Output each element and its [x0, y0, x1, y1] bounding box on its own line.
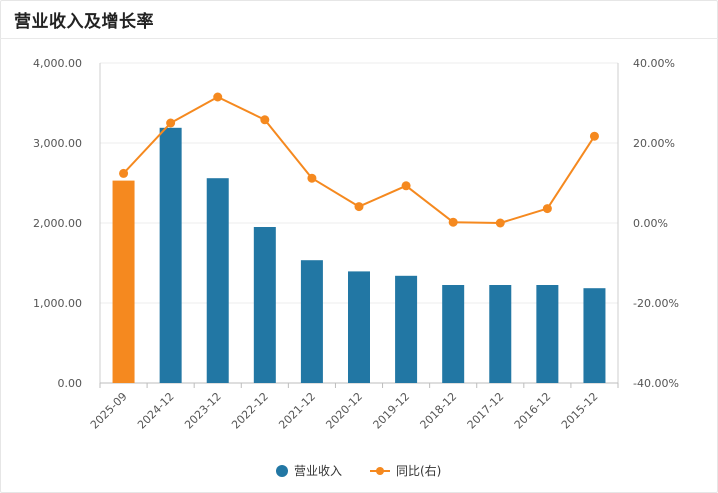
revenue-bars: [112, 127, 606, 383]
growth-point[interactable]: [589, 131, 599, 141]
growth-point[interactable]: [401, 181, 411, 191]
revenue-bar[interactable]: [442, 285, 465, 383]
growth-point[interactable]: [307, 173, 317, 183]
left-axis-tick-label: 4,000.00: [33, 57, 82, 70]
revenue-bar[interactable]: [489, 285, 512, 383]
right-axis-tick-label: 0.00%: [633, 217, 668, 230]
legend-revenue-marker[interactable]: [276, 465, 288, 477]
right-axis-tick-label: 20.00%: [633, 137, 675, 150]
title-divider: [0, 38, 718, 39]
legend-revenue-label[interactable]: 营业收入: [294, 464, 342, 478]
legend-growth-label[interactable]: 同比(右): [396, 463, 441, 478]
revenue-bar[interactable]: [112, 180, 135, 383]
right-axis-tick-label: -20.00%: [633, 297, 679, 310]
revenue-bar[interactable]: [253, 227, 276, 383]
left-axis-tick-label: 1,000.00: [33, 297, 82, 310]
x-axis-category-label: 2022-12: [229, 390, 271, 432]
revenue-bar[interactable]: [159, 127, 182, 383]
growth-point[interactable]: [542, 204, 552, 214]
growth-point[interactable]: [495, 218, 505, 228]
revenue-bar[interactable]: [583, 288, 606, 383]
legend: 营业收入 同比(右): [276, 463, 441, 478]
growth-point[interactable]: [260, 115, 270, 125]
x-axis-category-label: 2015-12: [559, 390, 601, 432]
revenue-bar[interactable]: [536, 285, 559, 383]
x-axis-category-label: 2023-12: [182, 390, 224, 432]
left-axis-tick-label: 0.00: [58, 377, 83, 390]
revenue-bar[interactable]: [348, 271, 370, 383]
right-axis-tick-label: -40.00%: [633, 377, 679, 390]
revenue-bar[interactable]: [395, 275, 418, 383]
x-axis-category-label: 2017-12: [465, 390, 507, 432]
x-axis-category-label: 2020-12: [323, 390, 365, 432]
growth-line: [119, 92, 599, 228]
left-axis-tick-label: 2,000.00: [33, 217, 82, 230]
revenue-bar[interactable]: [206, 178, 229, 383]
left-axis-tick-label: 3,000.00: [33, 137, 82, 150]
growth-point[interactable]: [119, 168, 129, 178]
panel-title: 营业收入及增长率: [14, 12, 154, 32]
x-axis-category-label: 2021-12: [276, 390, 318, 432]
x-axis-category-label: 2019-12: [371, 390, 413, 432]
growth-point[interactable]: [448, 217, 458, 227]
growth-point[interactable]: [213, 92, 223, 102]
right-axis-tick-label: 40.00%: [633, 57, 675, 70]
growth-point[interactable]: [166, 118, 176, 128]
x-axis-category-label: 2025-09: [88, 390, 130, 432]
x-axis-category-label: 2024-12: [135, 390, 177, 432]
legend-growth-marker[interactable]: [376, 467, 384, 475]
x-axis-category-label: 2016-12: [512, 390, 554, 432]
revenue-bar[interactable]: [300, 260, 323, 383]
x-axis-category-label: 2018-12: [418, 390, 460, 432]
growth-point[interactable]: [354, 202, 364, 212]
